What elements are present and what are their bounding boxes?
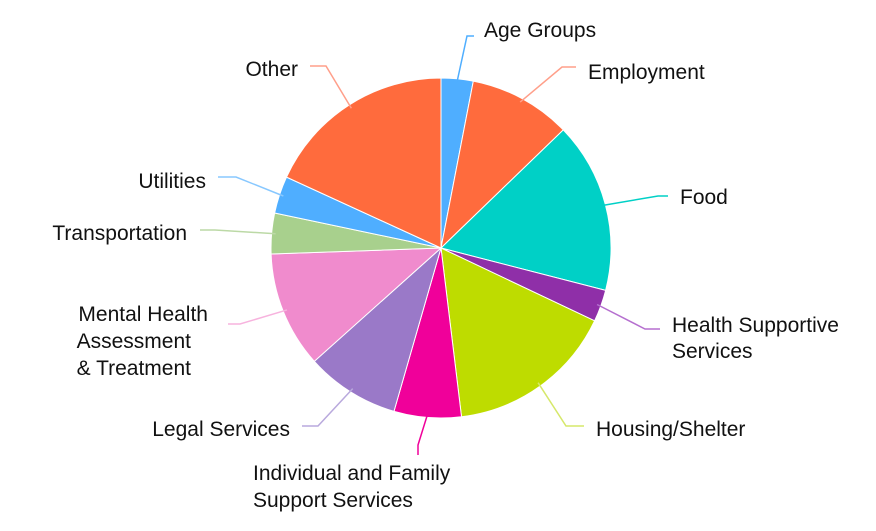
label-employment: Employment <box>588 61 705 84</box>
leader-lines <box>200 35 668 455</box>
leader-legal-services <box>302 388 354 427</box>
leader-food <box>601 195 668 207</box>
label-age-groups: Age Groups <box>484 19 596 42</box>
label-housing-shelter: Housing/Shelter <box>596 418 745 441</box>
label-utilities: Utilities <box>138 170 206 193</box>
leader-transportation <box>200 229 276 235</box>
label-food: Food <box>680 186 728 209</box>
leader-mental-health-assessment-treatment <box>228 309 288 325</box>
label-individual-and-family-support-services: Individual and Family Support Services <box>253 462 451 512</box>
slice-labels: Age Groups Employment Food Health Supportiv… <box>52 19 839 512</box>
label-health-supportive-services: Health Supportive Services <box>672 314 839 363</box>
pie-slices <box>270 77 612 419</box>
leader-health-supportive-services <box>596 303 660 330</box>
leader-age-groups <box>456 35 474 83</box>
leader-individual-and-family-support-services <box>417 413 429 455</box>
label-other: Other <box>245 58 298 81</box>
label-transportation: Transportation <box>52 222 187 245</box>
leader-other <box>310 65 353 109</box>
label-legal-services: Legal Services <box>152 418 290 441</box>
label-mental-health-assessment-treatment: Mental Health Assessment & Treatment <box>77 303 208 380</box>
leader-employment <box>519 66 576 103</box>
leader-utilities <box>218 176 284 197</box>
slice-employment <box>440 80 565 250</box>
leader-housing-shelter <box>537 382 584 427</box>
